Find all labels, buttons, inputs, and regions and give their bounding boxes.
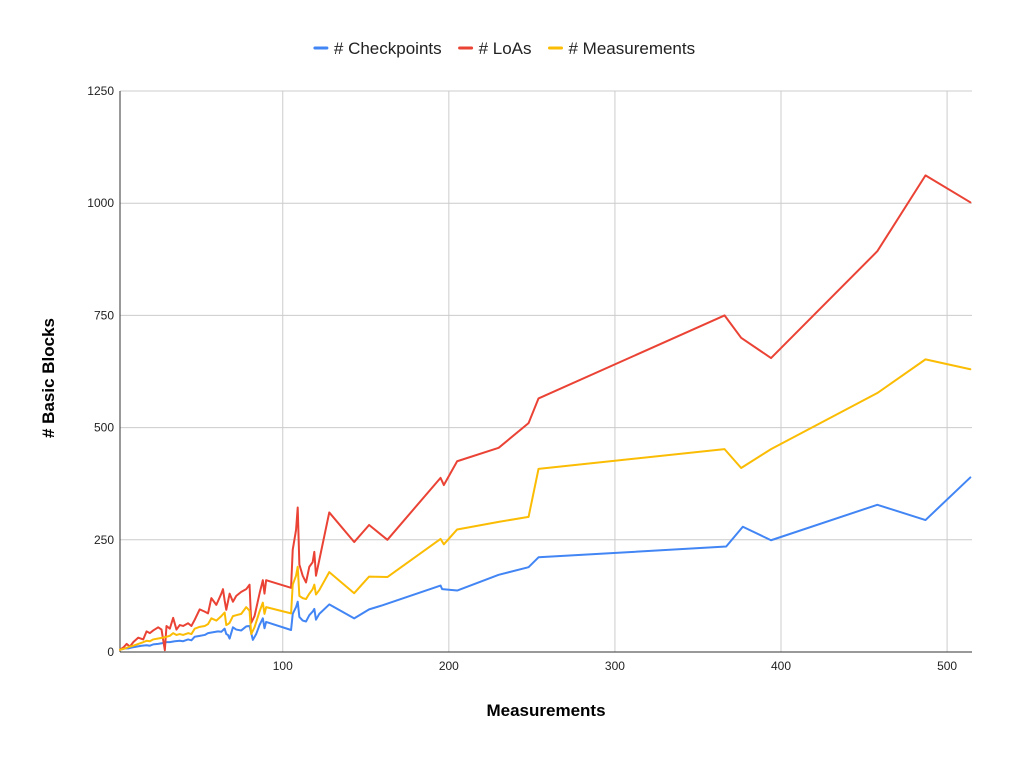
x-tick-label: 300 [605, 659, 625, 673]
axes [119, 91, 972, 653]
y-tick-label: 500 [94, 421, 114, 435]
legend-label: # Checkpoints [334, 39, 442, 58]
x-tick-label: 100 [273, 659, 293, 673]
x-tick-label: 200 [439, 659, 459, 673]
legend-item[interactable]: # LoAs [458, 39, 532, 58]
y-tick-label: 750 [94, 308, 114, 322]
plot-series [119, 174, 972, 652]
legend-label: # Measurements [569, 39, 696, 58]
x-axis-title: Measurements [486, 701, 605, 720]
legend-item[interactable]: # Checkpoints [313, 39, 442, 58]
series-line-2 [119, 358, 972, 651]
y-tick-label: 0 [107, 645, 114, 659]
legend: # Checkpoints # LoAs # Measurements [313, 39, 696, 58]
tick-labels: 0 250 500 750 1000 1250 100 200 300 400 500 [87, 84, 957, 673]
legend-item[interactable]: # Measurements [548, 39, 696, 58]
x-tick-label: 500 [937, 659, 957, 673]
y-tick-label: 1000 [87, 196, 114, 210]
y-tick-label: 250 [94, 533, 114, 547]
y-axis-title: # Basic Blocks [39, 318, 58, 438]
y-tick-label: 1250 [87, 84, 114, 98]
x-tick-label: 400 [771, 659, 791, 673]
grid [120, 90, 972, 652]
series-line-1 [119, 174, 972, 652]
legend-label: # LoAs [479, 39, 532, 58]
